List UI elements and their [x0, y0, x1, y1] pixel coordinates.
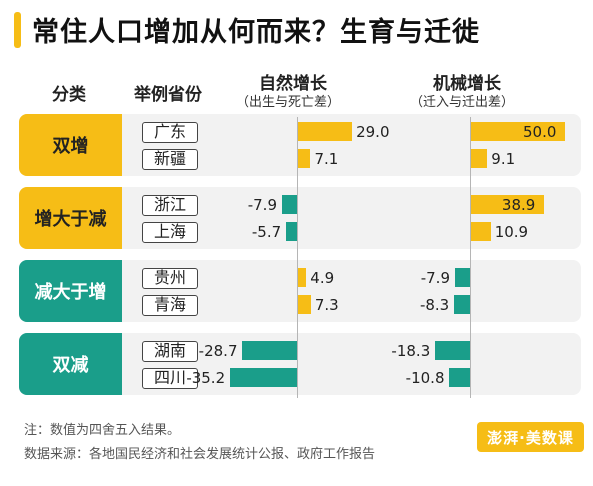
header-migration-growth-note: （迁入与迁出差） — [410, 95, 515, 110]
migration-bar — [470, 149, 488, 168]
migration-value-label: -18.3 — [391, 342, 431, 360]
header-natural-growth: 自然增长 — [259, 74, 327, 94]
migration-bar — [454, 295, 470, 314]
brand-logo: 澎湃·美数课 — [477, 422, 584, 452]
natural-value-label: 7.1 — [314, 150, 339, 168]
migration-value-label: -8.3 — [419, 296, 450, 314]
category-label: 减大于增 — [19, 260, 122, 322]
natural-bar — [297, 122, 353, 141]
migration-bar — [435, 341, 470, 360]
province-label: 青海 — [142, 295, 198, 316]
migration-bar — [454, 268, 470, 287]
province-label: 广东 — [142, 122, 198, 143]
natural-value-label: -28.7 — [198, 342, 238, 360]
chart-title: 常住人口增加从何而来？生育与迁徙 — [32, 17, 480, 48]
province-label: 贵州 — [142, 268, 198, 289]
natural-bar — [297, 268, 307, 287]
data-source: 数据来源：各地国民经济和社会发展统计公报、政府工作报告 — [24, 447, 376, 462]
migration-value-label: 38.9 — [501, 196, 536, 214]
migration-value-label: 10.9 — [494, 223, 529, 241]
footnote: 注：数值为四舍五入结果。 — [24, 423, 181, 438]
migration-value-label: 9.1 — [491, 150, 516, 168]
migration-value-label: 50.0 — [523, 123, 557, 141]
natural-bar — [286, 222, 297, 241]
header-natural-growth-note: （出生与死亡差） — [236, 95, 341, 110]
natural-bar — [297, 149, 311, 168]
province-label: 新疆 — [142, 149, 198, 170]
migration-bar — [470, 122, 565, 141]
natural-bar — [297, 295, 311, 314]
category-label: 增大于减 — [19, 187, 122, 249]
header-migration-growth: 机械增长 — [433, 74, 501, 94]
migration-bar — [470, 222, 491, 241]
migration-zero-axis — [470, 117, 471, 398]
migration-bar — [470, 195, 544, 214]
header-province: 举例省份 — [134, 85, 202, 105]
natural-bar — [281, 195, 297, 214]
natural-value-label: -5.7 — [251, 223, 282, 241]
natural-value-label: -7.9 — [247, 196, 277, 214]
migration-bar — [449, 368, 470, 387]
natural-value-label: 4.9 — [310, 269, 335, 287]
migration-value-label: -7.9 — [420, 269, 450, 287]
header-category: 分类 — [52, 85, 86, 105]
migration-value-label: -10.8 — [405, 369, 445, 387]
natural-value-label: 29.0 — [356, 123, 390, 141]
title-accent-bar — [14, 12, 21, 48]
province-label: 浙江 — [142, 195, 198, 216]
natural-bar — [242, 341, 297, 360]
province-label: 四川 — [142, 368, 198, 389]
province-label: 湖南 — [142, 341, 198, 362]
category-label: 双增 — [19, 114, 122, 176]
natural-bar — [230, 368, 297, 387]
province-label: 上海 — [142, 222, 198, 243]
natural-value-label: 7.3 — [314, 296, 339, 314]
natural-value-label: -35.2 — [186, 369, 226, 387]
category-label: 双减 — [19, 333, 122, 395]
natural-zero-axis — [297, 117, 298, 398]
